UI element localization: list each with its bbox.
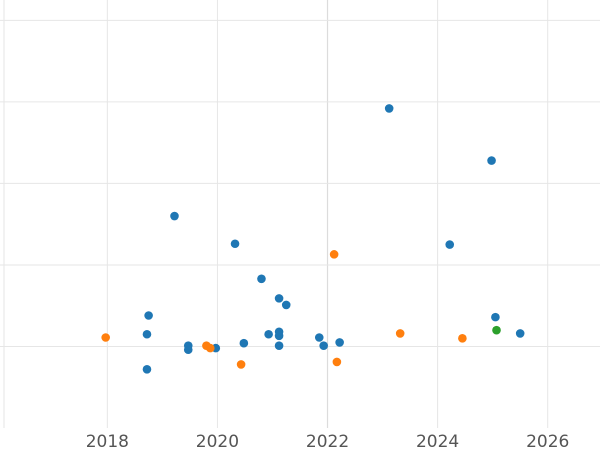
scatter-point-series-1	[170, 211, 179, 221]
x-tick-label: 2024	[416, 432, 459, 450]
scatter-point-series-2	[329, 250, 339, 259]
data-points	[101, 104, 525, 374]
scatter-point-series-2	[205, 343, 215, 353]
scatter-point-series-3	[492, 325, 501, 335]
scatter-point-series-2	[101, 333, 110, 342]
scatter-point-series-1	[142, 329, 152, 339]
scatter-point-series-1	[144, 311, 153, 320]
scatter-point-series-1	[384, 104, 394, 113]
scatter-point-series-1	[183, 341, 193, 350]
scatter-point-series-1	[515, 329, 525, 338]
scatter-point-series-1	[319, 341, 328, 350]
scatter-point-series-1	[274, 294, 284, 303]
x-tick-label: 2022	[306, 432, 349, 450]
x-axis-ticks: 2018 2020 2022 2024 2026	[86, 432, 570, 450]
scatter-point-series-1	[335, 338, 344, 347]
x-tick-label: 2020	[196, 432, 239, 450]
scatter-point-series-1	[491, 312, 500, 322]
scatter-point-series-1	[274, 341, 284, 350]
grid-lines	[0, 0, 600, 428]
scatter-point-series-1	[445, 240, 455, 249]
scatter-point-series-1	[274, 331, 284, 341]
scatter-point-series-1	[230, 239, 240, 249]
scatter-point-series-2	[395, 329, 405, 338]
scatter-point-series-1	[257, 274, 266, 284]
scatter-point-series-1	[142, 365, 152, 374]
scatter-point-series-2	[332, 357, 342, 367]
scatter-point-series-2	[236, 360, 246, 369]
x-tick-label: 2026	[526, 432, 569, 450]
scatter-point-series-1	[264, 329, 273, 339]
x-tick-label: 2018	[86, 432, 129, 450]
scatter-point-series-1	[281, 300, 291, 310]
scatter-point-series-1	[314, 333, 324, 342]
scatter-point-series-1	[487, 156, 496, 165]
scatter-point-series-1	[239, 338, 249, 348]
scatter-point-series-2	[458, 334, 467, 343]
